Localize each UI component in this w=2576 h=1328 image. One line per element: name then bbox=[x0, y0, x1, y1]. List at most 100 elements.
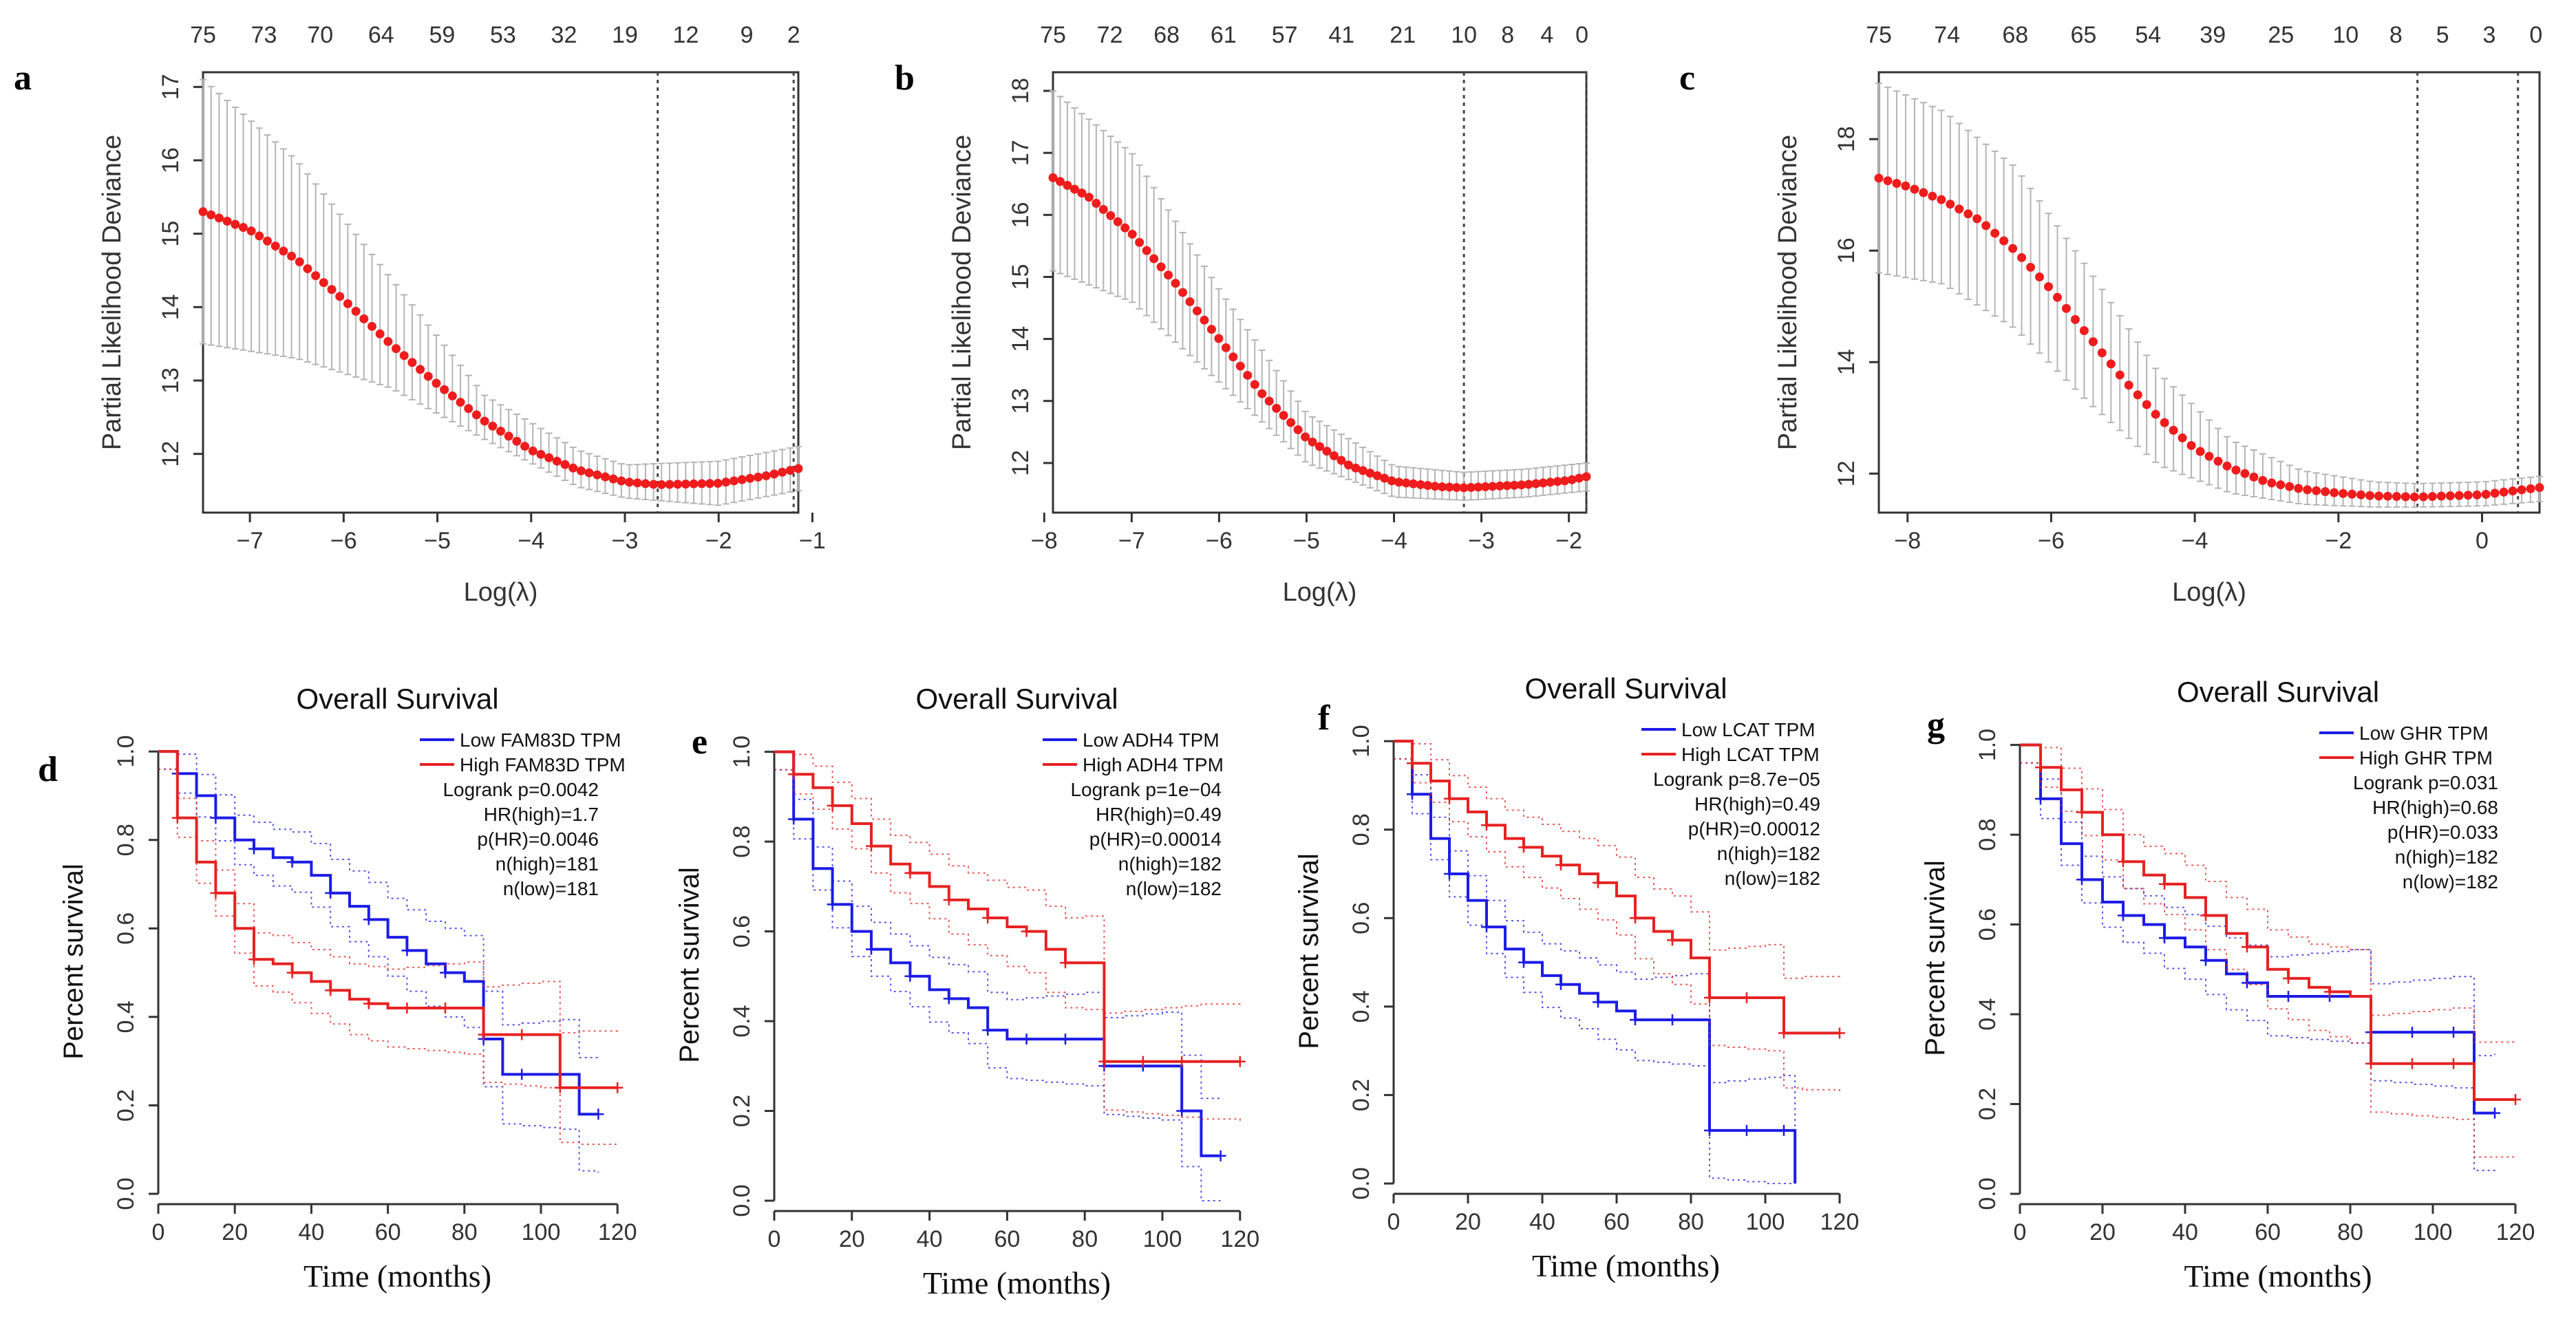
deviance-point bbox=[2106, 359, 2116, 369]
censor-mark bbox=[943, 894, 955, 906]
deviance-point bbox=[238, 223, 248, 233]
censor-mark bbox=[210, 887, 222, 899]
legend-entry: Low LCAT TPM bbox=[1681, 719, 1816, 740]
deviance-point bbox=[1113, 217, 1122, 226]
deviance-point bbox=[1243, 370, 1253, 380]
x-tick-label: 60 bbox=[994, 1226, 1020, 1252]
x-tick-label: −4 bbox=[518, 528, 544, 554]
deviance-point bbox=[1372, 471, 1382, 480]
deviance-point bbox=[246, 226, 256, 236]
censor-mark bbox=[1834, 1027, 1845, 1039]
panel-letter-d: d bbox=[38, 750, 58, 789]
top-count-label: 10 bbox=[2332, 22, 2359, 48]
panel-e: e 0 20 40 60 80 100 120 0.0 0.2 0.4 0.6 0.8 1.0 Overal… bbox=[674, 683, 1259, 1300]
y-tick-label: 13 bbox=[158, 367, 184, 394]
deviance-point bbox=[729, 476, 738, 486]
y-tick-label: 0.2 bbox=[113, 1089, 139, 1122]
stats-line: n(low)=182 bbox=[1725, 868, 1820, 889]
deviance-point bbox=[2267, 478, 2277, 488]
top-count-label: 2 bbox=[787, 22, 800, 48]
top-count-label: 57 bbox=[1272, 22, 1298, 48]
censor-mark bbox=[1176, 1056, 1188, 1067]
y-tick-label: 0.6 bbox=[113, 912, 139, 945]
legend-entry: Low GHR TPM bbox=[2359, 722, 2489, 744]
deviance-point bbox=[512, 436, 522, 446]
y-tick-label: 0.2 bbox=[1348, 1079, 1374, 1111]
deviance-point bbox=[440, 385, 449, 394]
chart-title: Overall Survival bbox=[915, 683, 1118, 715]
x-tick-label: 40 bbox=[1529, 1209, 1555, 1235]
deviance-point bbox=[536, 449, 546, 459]
deviance-point bbox=[721, 478, 731, 487]
deviance-point bbox=[1069, 184, 1079, 194]
deviance-point bbox=[2499, 487, 2509, 497]
stats-line: n(high)=182 bbox=[1717, 843, 1820, 864]
deviance-point bbox=[2061, 303, 2071, 313]
deviance-point bbox=[263, 236, 273, 246]
x-tick-label: 40 bbox=[917, 1226, 943, 1252]
deviance-point bbox=[432, 378, 441, 388]
deviance-point bbox=[1401, 478, 1411, 488]
stats-line: n(low)=182 bbox=[2403, 871, 2498, 892]
deviance-point bbox=[1910, 184, 1919, 194]
x-tick-label: −4 bbox=[1381, 528, 1407, 554]
y-tick-label: 14 bbox=[158, 294, 184, 320]
stats-line: HR(high)=0.49 bbox=[1694, 793, 1820, 815]
censor-mark bbox=[1741, 992, 1752, 1003]
deviance-point bbox=[2142, 400, 2151, 409]
x-tick-label: −3 bbox=[612, 528, 639, 554]
deviance-point bbox=[1488, 482, 1498, 491]
top-count-label: 59 bbox=[429, 22, 455, 48]
deviance-point bbox=[1567, 475, 1577, 484]
x-tick-label: 60 bbox=[375, 1219, 401, 1245]
deviance-point bbox=[2401, 492, 2410, 502]
deviance-point bbox=[584, 468, 594, 478]
deviance-point bbox=[2213, 456, 2223, 466]
deviance-point bbox=[2374, 491, 2383, 501]
deviance-point bbox=[1423, 481, 1433, 491]
deviance-point bbox=[1946, 200, 1955, 209]
y-tick-label: 0.6 bbox=[1974, 908, 2001, 941]
deviance-point bbox=[2169, 425, 2178, 435]
deviance-point bbox=[552, 456, 562, 466]
censor-mark bbox=[401, 1003, 413, 1014]
deviance-point bbox=[2070, 314, 2080, 324]
censor-mark bbox=[1137, 1056, 1149, 1067]
deviance-point bbox=[319, 278, 328, 288]
y-tick-label: 0.8 bbox=[1974, 818, 2001, 850]
stats-line: p(HR)=0.0046 bbox=[477, 828, 599, 850]
deviance-point bbox=[2276, 480, 2286, 490]
deviance-point bbox=[1517, 480, 1526, 490]
deviance-point bbox=[1192, 306, 1202, 316]
deviance-point bbox=[1955, 204, 1964, 214]
y-axis-label: Percent survival bbox=[1920, 860, 1950, 1056]
deviance-point bbox=[375, 329, 385, 339]
deviance-point bbox=[206, 210, 216, 219]
censor-mark bbox=[1234, 1056, 1246, 1067]
deviance-point bbox=[2517, 485, 2526, 495]
deviance-point bbox=[2418, 492, 2428, 502]
y-tick-label: 12 bbox=[1008, 450, 1034, 476]
deviance-point bbox=[1084, 193, 1094, 202]
deviance-point bbox=[2392, 492, 2401, 502]
x-tick-label: 20 bbox=[222, 1219, 248, 1245]
deviance-point bbox=[1142, 246, 1151, 255]
x-axis-label: Log(λ) bbox=[1283, 578, 1357, 607]
x-tick-label: −2 bbox=[705, 528, 732, 554]
censor-mark bbox=[478, 1029, 489, 1040]
x-tick-label: 80 bbox=[2337, 1219, 2363, 1245]
censor-mark bbox=[943, 993, 955, 1005]
ci-upper-band bbox=[774, 751, 1222, 1100]
chart-title: Overall Survival bbox=[296, 683, 498, 715]
deviance-point bbox=[392, 344, 401, 354]
x-tick-label: 120 bbox=[1820, 1209, 1860, 1235]
deviance-point bbox=[1430, 482, 1440, 491]
deviance-point bbox=[270, 242, 280, 251]
y-axis-label: Percent survival bbox=[58, 864, 89, 1060]
deviance-point bbox=[1451, 482, 1461, 492]
deviance-point bbox=[1063, 180, 1072, 190]
deviance-point bbox=[2178, 433, 2187, 442]
x-axis-label: Log(λ) bbox=[464, 578, 538, 607]
stats-line: HR(high)=1.7 bbox=[484, 804, 599, 825]
deviance-point bbox=[1308, 437, 1317, 447]
